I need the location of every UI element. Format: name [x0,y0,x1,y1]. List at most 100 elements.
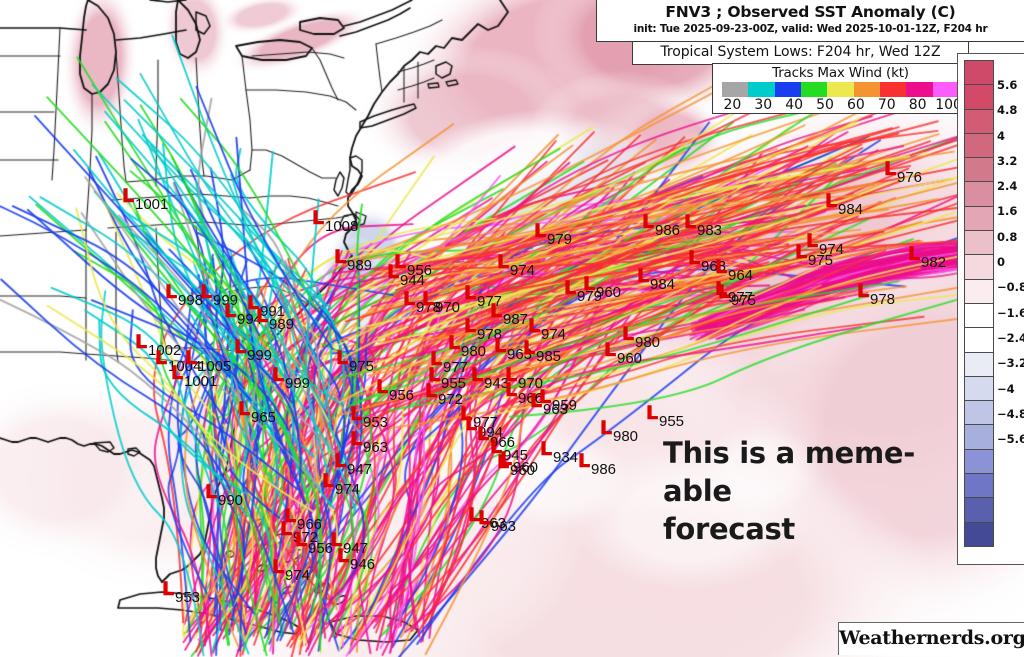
sst-colorbar-tick-2: 4 [997,128,1006,143]
low-pressure-value: 974 [510,262,536,279]
wind-legend-colorbar [722,82,959,97]
low-L-icon: L [646,402,659,424]
low-pressure-value: 974 [541,326,567,343]
low-pressure-value: 983 [697,222,723,239]
sst-colorbar-tick-slot-9: −1.6 [997,288,1024,319]
low-pressure-value: 979 [547,231,573,248]
title-subtitle: init: Tue 2025-09-23-00Z, valid: Wed 202… [633,23,988,35]
low-L-icon: L [135,331,148,353]
sst-colorbar-tick-11: −3.2 [997,356,1024,371]
low-pressure-value: 974 [335,481,361,498]
low-pressure-value: 956 [407,262,433,279]
sst-colorbar-tick-1: 4.8 [997,103,1018,118]
sst-colorbar-tick-13: −4.8 [997,406,1024,421]
low-pressure-value: 968 [701,258,727,275]
low-L-icon: L [718,281,731,303]
low-L-icon: L [272,364,285,386]
low-pressure-value: 986 [655,222,681,239]
low-pressure-value: 977 [473,414,499,431]
low-L-icon: L [464,282,477,304]
sst-colorbar-cell-5 [964,181,994,207]
sst-colorbar-cell-11 [964,327,994,353]
low-pressure-value: 960 [617,350,643,367]
low-pressure-value: 947 [343,540,369,557]
low-pressure-value: 994 [237,311,263,328]
lows-legend-box: Tropical System Lows: F204 hr, Wed 12Z [632,41,969,65]
wind-legend-swatch-2 [774,82,801,97]
wind-legend-ticks: 20 30 40 50 60 70 80 100 [717,97,964,114]
low-pressure-value: 966 [518,390,544,407]
low-L-icon: L [505,379,518,401]
sst-colorbar-cell-0 [964,60,994,86]
low-L-icon: L [642,211,655,233]
sst-colorbar-labels: 5.6 4.8 4 3.2 2.4 1.6 0.8 0 −0.8 −1.6 −2.4 −3.2 −4 −4… [997,60,1024,445]
low-L-icon: L [600,417,613,439]
wind-legend-swatch-3 [800,82,828,97]
low-L-icon: L [330,529,343,551]
low-L-icon: L [795,241,808,263]
sst-colorbar-tick-slot-0: 5.6 [997,60,1024,91]
sst-colorbar-tick-slot-6: 0.8 [997,212,1024,243]
low-pressure-value: 1004 [168,358,202,375]
low-pressure-value: 978 [416,299,442,316]
sst-colorbar-cell-17 [964,473,994,499]
low-pressure-value: 960 [513,459,539,476]
low-pressure-value: 960 [510,462,536,479]
low-L-icon: L [403,288,416,310]
low-pressure-value: 1008 [325,218,359,235]
meme-annotation-line2: forecast [663,512,795,546]
low-pressure-value: 985 [536,348,562,365]
sst-colorbar-tick-3: 3.2 [997,153,1018,168]
low-L-icon: L [490,300,503,322]
low-L-icon: L [422,288,435,310]
low-pressure-value: 953 [175,589,201,606]
low-pressure-value: 974 [819,241,845,258]
low-pressure-value: 963 [481,515,507,532]
low-pressure-value: 977 [728,289,754,306]
wind-legend-title: Tracks Max Wind (kt) [772,65,909,81]
low-L-icon: L [528,315,541,337]
low-pressure-value: 990 [218,492,244,509]
low-pressure-value: 1001 [135,196,169,213]
sst-colorbar-tick-slot-5: 1.6 [997,186,1024,218]
sst-colorbar-tick-12: −4 [997,381,1015,396]
sst-colorbar-tick-4: 2.4 [997,179,1018,194]
sst-colorbar-cell-12 [964,351,994,377]
low-L-icon: L [464,315,477,337]
low-L-icon: L [505,364,518,386]
sst-colorbar-tick-8: −0.8 [997,280,1024,295]
wind-legend-tick-7: 100 [935,97,962,113]
low-L-icon: L [539,386,552,408]
sst-colorbar-cell-7 [964,230,994,256]
low-pressure-value: 972 [438,391,464,408]
sst-colorbar-tick-slot-11: −3.2 [997,338,1024,370]
low-L-icon: L [350,403,363,425]
wind-legend-swatch-0 [722,82,749,97]
title-box: FNV3 ; Observed SST Anomaly (C) init: Tu… [596,0,1024,42]
low-L-icon: L [884,158,897,180]
wind-legend-tick-0: 20 [723,97,742,113]
low-pressure-value: 998 [178,292,204,309]
watermark: Weathernerds.org [838,622,1024,655]
low-L-icon: L [604,339,617,361]
low-L-icon: L [295,529,308,551]
low-pressure-value: 977 [443,359,469,376]
sst-colorbar-tick-slot-1: 4.8 [997,85,1024,117]
low-L-icon: L [200,281,213,303]
low-L-icon: L [234,336,247,358]
low-L-icon: L [376,376,389,398]
sst-colorbar-tick-7: 0 [997,255,1006,270]
low-L-icon: L [825,190,838,212]
low-L-icon: L [205,481,218,503]
low-pressure-value: 956 [308,540,334,557]
low-pressure-value: 975 [349,358,375,375]
low-L-icon: L [583,273,596,295]
low-pressure-value: 963 [491,518,517,535]
low-L-icon: L [334,246,347,268]
low-L-icon: L [336,347,349,369]
low-L-icon: L [350,428,363,450]
wind-legend-swatch-4 [827,82,854,97]
low-pressure-value: 999 [213,292,239,309]
wind-legend-swatch-8 [932,82,959,97]
low-pressure-value: 975 [808,252,834,269]
